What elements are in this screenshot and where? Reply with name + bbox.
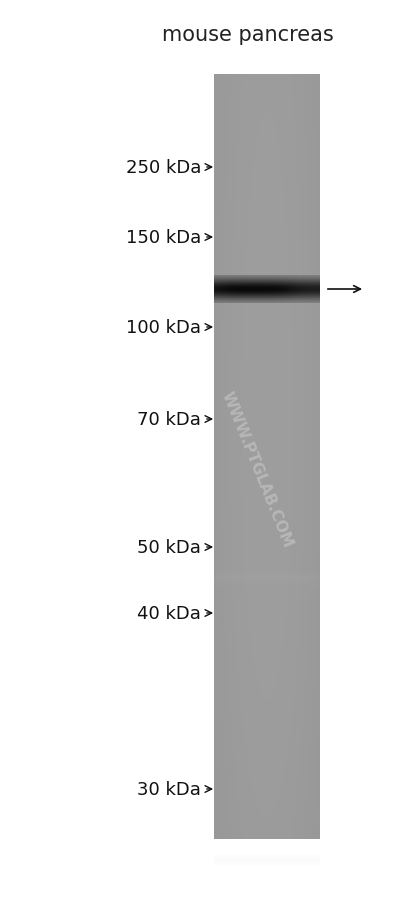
Text: mouse pancreas: mouse pancreas — [162, 25, 334, 45]
Text: 50 kDa: 50 kDa — [137, 538, 201, 557]
Text: 40 kDa: 40 kDa — [137, 604, 201, 622]
Text: 70 kDa: 70 kDa — [137, 410, 201, 428]
Text: 30 kDa: 30 kDa — [137, 780, 201, 798]
Text: 100 kDa: 100 kDa — [126, 318, 201, 336]
Text: WWW.PTGLAB.COM: WWW.PTGLAB.COM — [219, 389, 295, 549]
Text: 250 kDa: 250 kDa — [126, 159, 201, 177]
Text: 150 kDa: 150 kDa — [126, 229, 201, 247]
